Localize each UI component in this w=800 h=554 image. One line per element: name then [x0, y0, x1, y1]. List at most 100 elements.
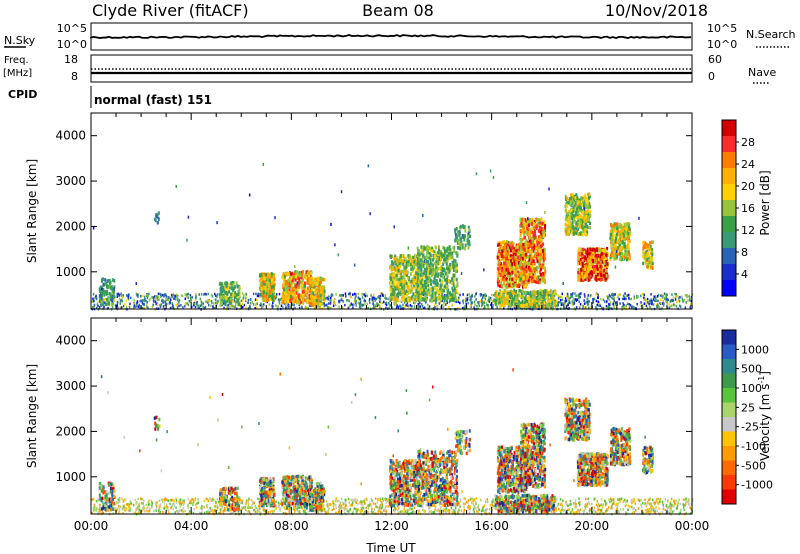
data-cell — [540, 218, 543, 222]
beam-title: Beam 08 — [362, 1, 434, 20]
data-cell — [461, 224, 464, 228]
data-cell — [437, 266, 440, 271]
data-cell — [568, 307, 570, 310]
data-cell — [327, 297, 329, 301]
data-cell — [585, 205, 588, 209]
data-cell — [497, 253, 500, 257]
data-cell — [257, 294, 260, 298]
data-cell — [470, 302, 473, 305]
data-cell — [522, 285, 525, 289]
data-cell — [297, 276, 300, 281]
data-cell — [272, 298, 275, 303]
data-cell — [440, 251, 443, 256]
data-cell — [586, 197, 589, 201]
data-cell — [459, 293, 461, 297]
data-cell — [577, 218, 580, 222]
data-cell — [249, 298, 252, 301]
data-cell — [564, 297, 567, 300]
data-cell — [227, 297, 230, 301]
data-cell — [523, 275, 526, 280]
data-cell — [414, 298, 417, 301]
data-cell — [419, 291, 422, 296]
data-cell — [292, 292, 295, 297]
data-cell — [579, 303, 582, 306]
data-cell — [196, 305, 199, 309]
data-cell — [210, 293, 213, 297]
data-cell — [321, 290, 324, 294]
data-cell — [522, 264, 525, 268]
data-cell — [504, 284, 507, 288]
data-cell — [392, 292, 395, 297]
data-cell — [396, 294, 399, 299]
data-cell — [452, 294, 455, 298]
data-cell — [449, 280, 452, 284]
data-cell — [429, 261, 432, 266]
data-cell — [530, 230, 533, 234]
data-cell — [521, 221, 524, 226]
data-cell — [391, 292, 394, 296]
data-cell — [530, 222, 533, 226]
data-cell — [537, 223, 540, 228]
data-cell — [402, 279, 405, 284]
data-cell — [431, 294, 434, 299]
data-cell — [504, 244, 507, 248]
data-cell — [223, 301, 225, 304]
data-cell — [387, 297, 389, 301]
data-cell — [256, 294, 259, 298]
data-cell — [481, 296, 484, 299]
data-cell — [116, 292, 119, 296]
data-cell — [568, 210, 571, 214]
data-cell — [307, 281, 310, 286]
data-cell — [403, 277, 406, 282]
data-cell — [329, 299, 332, 303]
data-cell — [523, 266, 526, 270]
data-cell — [532, 269, 535, 274]
data-cell — [509, 259, 512, 263]
data-cell — [657, 303, 659, 306]
data-cell — [289, 291, 292, 295]
data-cell — [414, 273, 417, 278]
data-cell — [576, 298, 578, 302]
data-cell — [595, 292, 597, 296]
data-cell — [533, 219, 536, 224]
data-cell — [655, 303, 658, 307]
data-cell — [294, 270, 297, 274]
data-cell — [621, 297, 624, 301]
data-cell — [540, 267, 543, 271]
data-cell — [280, 297, 282, 301]
data-cell — [229, 301, 232, 305]
data-cell — [688, 295, 691, 298]
data-cell — [146, 296, 149, 300]
data-cell — [523, 260, 526, 264]
data-cell — [428, 251, 431, 256]
data-cell — [397, 264, 400, 269]
data-cell — [344, 292, 347, 295]
data-cell — [407, 254, 410, 258]
data-cell — [500, 246, 503, 250]
data-cell — [319, 296, 322, 301]
data-cell — [419, 258, 422, 262]
data-cell — [184, 297, 187, 300]
data-cell — [533, 223, 536, 227]
data-cell — [520, 221, 523, 226]
data-cell — [626, 294, 629, 297]
data-cell — [334, 303, 337, 307]
data-cell — [399, 292, 402, 296]
data-cell — [283, 277, 286, 282]
data-cell — [582, 198, 585, 203]
data-cell — [429, 268, 432, 273]
data-cell — [367, 306, 370, 310]
data-cell — [392, 297, 395, 302]
data-cell — [359, 300, 362, 304]
data-cell — [268, 297, 271, 301]
nsky-panel: N.Sky 10^5 10^0 10^5 10^0 N.Search — [4, 22, 796, 51]
data-cell — [287, 303, 289, 306]
data-cell — [537, 238, 540, 242]
data-cell — [436, 290, 439, 295]
data-cell — [318, 291, 321, 295]
data-cell — [262, 303, 265, 306]
data-cell — [532, 226, 535, 231]
data-cell — [363, 298, 366, 302]
data-cell — [467, 233, 470, 238]
data-cell — [111, 290, 114, 294]
